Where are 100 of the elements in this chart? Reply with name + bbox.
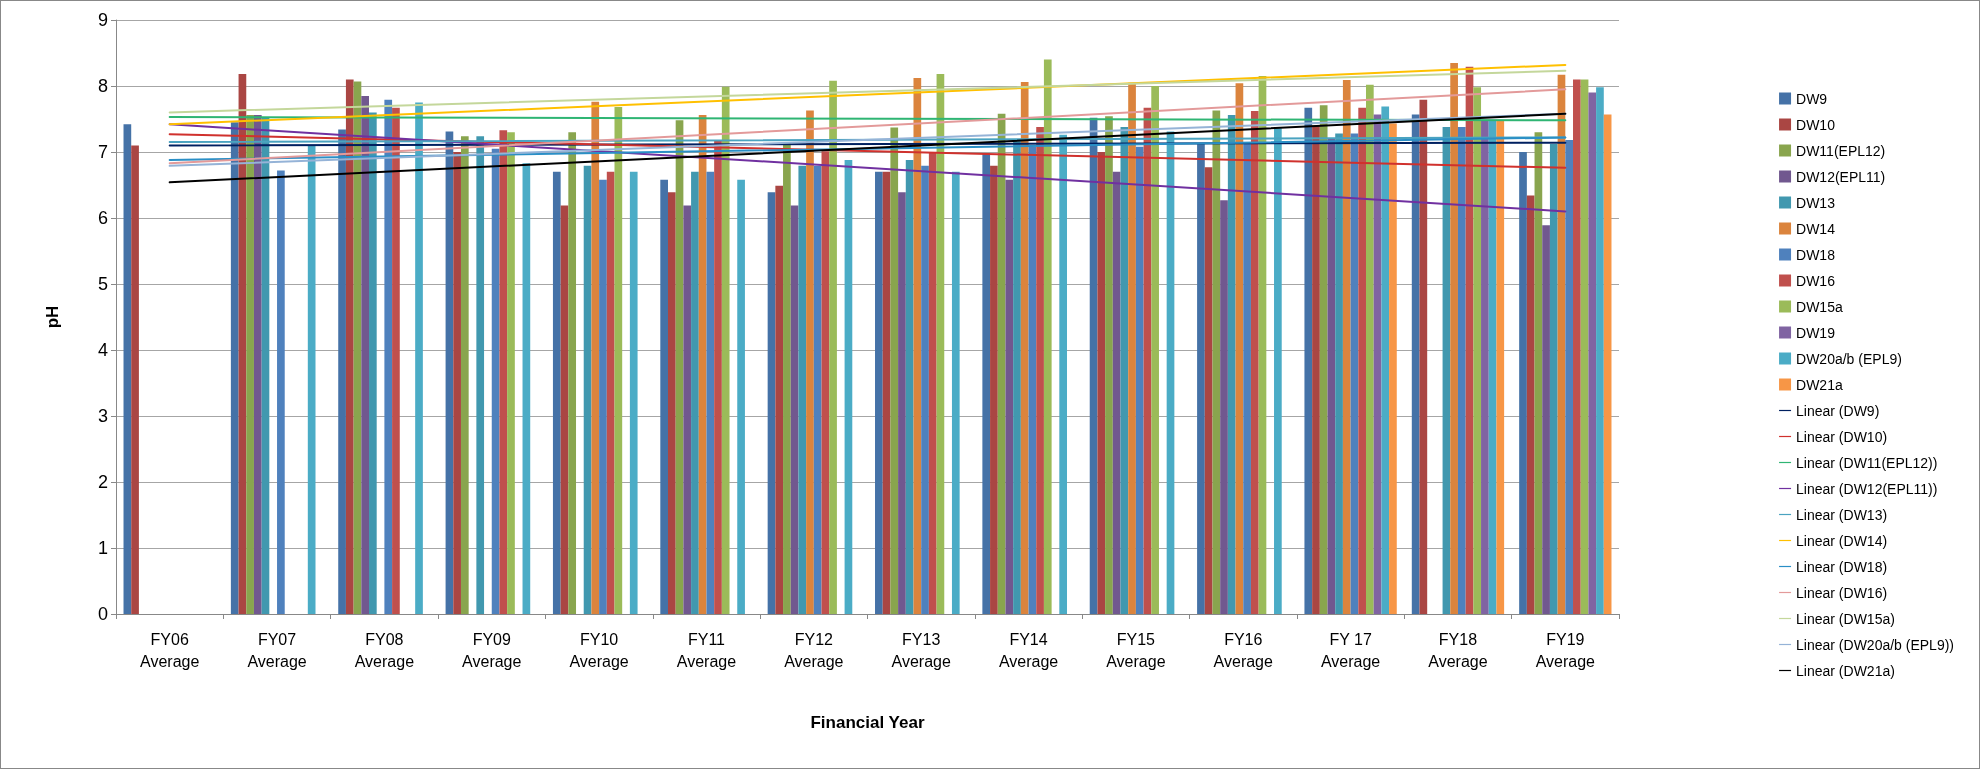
legend-label: Linear (DW14) [1796, 532, 1888, 549]
bar [1580, 79, 1589, 614]
bar [629, 171, 638, 614]
bar [1596, 87, 1604, 614]
bar [890, 127, 899, 614]
legend-label: Linear (DW15a) [1796, 610, 1895, 627]
bar [1243, 143, 1251, 614]
bar [798, 165, 807, 614]
bar [1496, 120, 1505, 614]
bar [361, 95, 370, 614]
bar [1457, 126, 1466, 614]
x-tick-label: FY16 Average [1213, 630, 1273, 670]
bar [1028, 146, 1037, 614]
legend-label: DW16 [1796, 272, 1836, 289]
bar [706, 171, 715, 614]
bar [1366, 84, 1374, 614]
legend-label: Linear (DW18) [1796, 558, 1888, 575]
bar [990, 165, 998, 614]
bar [1128, 82, 1136, 614]
bar [821, 151, 830, 614]
bar [921, 165, 929, 614]
legend-label: Linear (DW21a) [1796, 662, 1895, 679]
bar [1250, 111, 1259, 614]
x-tick-label: FY15 Average [1106, 630, 1166, 670]
bar [453, 152, 461, 614]
legend-label: DW14 [1796, 220, 1836, 237]
y-tick-label: 4 [97, 340, 108, 360]
bar [277, 170, 285, 614]
x-tick-label: FY07 Average [247, 630, 307, 670]
bar [338, 129, 346, 614]
bar [806, 110, 814, 614]
bar [982, 153, 991, 614]
bar [737, 179, 745, 614]
bar [1135, 146, 1144, 614]
bar [882, 171, 891, 614]
x-tick-label: FY 17 Average [1320, 630, 1381, 670]
bar [1105, 116, 1113, 614]
bar [660, 179, 668, 614]
y-tick-label: 1 [97, 538, 108, 558]
bar [1020, 82, 1029, 614]
bar [345, 79, 354, 614]
bar [1097, 152, 1106, 614]
bar [1043, 59, 1052, 614]
legend-label: Linear (DW10) [1796, 428, 1888, 445]
bar [384, 99, 393, 614]
x-axis-title: Financial Year [810, 713, 925, 732]
bar [1603, 114, 1612, 614]
legend-label: Linear (DW13) [1796, 506, 1888, 523]
bar [928, 152, 937, 614]
bar [829, 80, 837, 614]
bar [691, 171, 699, 614]
bar [476, 136, 485, 614]
bar [591, 101, 600, 614]
bar [491, 148, 500, 614]
bar [1220, 200, 1228, 614]
bar [1573, 79, 1581, 614]
y-tick-label: 7 [97, 142, 108, 162]
x-tick-label: FY19 Average [1535, 630, 1596, 670]
legend-label: DW9 [1796, 90, 1828, 107]
bar [123, 124, 132, 614]
legend-label: DW12(EPL11) [1796, 168, 1886, 185]
x-tick-label: FY09 Average [462, 630, 522, 670]
y-tick-label: 6 [97, 208, 108, 228]
bar [253, 115, 262, 614]
bar [560, 205, 569, 614]
bar [568, 132, 577, 614]
bar [369, 112, 377, 614]
y-tick-label: 0 [97, 604, 108, 624]
bar [307, 145, 316, 614]
y-tick-label: 2 [97, 472, 108, 492]
bar [1005, 179, 1014, 614]
legend-label: Linear (DW12(EPL11)) [1796, 480, 1938, 497]
x-tick-label: FY18 Average [1428, 630, 1488, 670]
bar [460, 136, 469, 614]
bar [683, 205, 692, 614]
bar [775, 185, 784, 614]
bar [1227, 115, 1236, 614]
bar [1212, 110, 1221, 614]
bar [721, 86, 730, 614]
legend-label: DW21a [1796, 376, 1843, 393]
bar [1013, 140, 1021, 614]
bar [1304, 107, 1313, 614]
x-tick-label: FY06 Average [140, 630, 200, 670]
bar [1542, 225, 1550, 614]
bar [1526, 195, 1535, 614]
bar [131, 145, 139, 614]
bar [875, 171, 883, 614]
bar [1342, 80, 1351, 614]
legend-label: DW18 [1796, 246, 1836, 263]
bar [499, 130, 508, 614]
bar [507, 132, 515, 614]
bar [1389, 123, 1397, 614]
bar [905, 159, 914, 614]
bar [1588, 92, 1597, 614]
x-tick-label: FY10 Average [569, 630, 629, 670]
bar [813, 165, 822, 614]
bar [1419, 99, 1428, 614]
legend-label: DW19 [1796, 324, 1836, 341]
bar [1036, 126, 1044, 614]
bar [552, 171, 561, 614]
